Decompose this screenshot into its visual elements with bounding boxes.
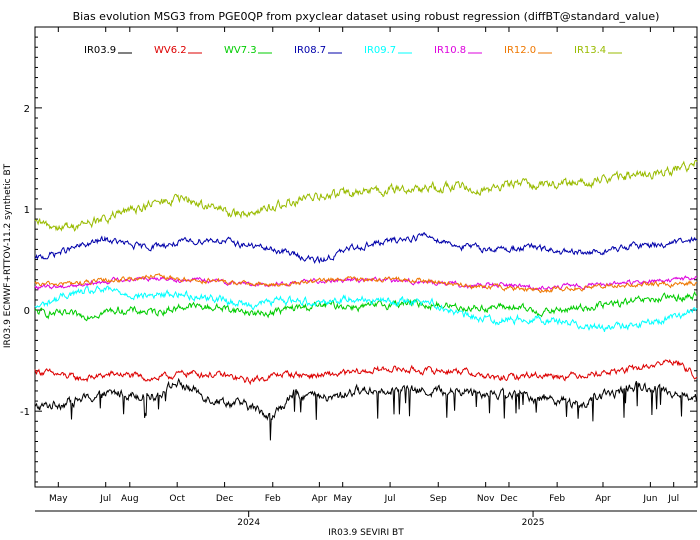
legend-label: IR08.7 [294,45,326,56]
series-line-ir13-4 [34,159,698,232]
legend-label: WV7.3 [224,45,257,56]
x-month-label: Feb [265,494,281,504]
x-axis: May Jul Aug Oct Dec Feb Apr May Jul Sep Nov Dec Feb A… [35,27,697,528]
x-month-label: Oct [169,494,185,504]
legend-label: IR13.4 [574,45,606,56]
y-tick-label: 2 [24,104,30,115]
x-month-label: Dec [216,494,233,504]
x-axis-label: IR03.9 SEVIRI BT [328,528,404,538]
x-year-label: 2025 [522,518,545,528]
series-line-wv7-3 [34,290,697,322]
x-month-label: Apr [312,494,328,504]
y-tick-label: -1 [20,407,30,418]
y-tick-label: 1 [24,205,30,216]
x-month-label: Jul [384,494,396,504]
legend: IR03.9 WV6.2 WV7.3 IR08.7 IR09.7 IR10.8 IR12.0… [84,45,622,56]
x-year-label: 2024 [237,518,260,528]
legend-label: IR12.0 [504,45,536,56]
series-line-ir03-9 [34,377,698,441]
x-month-label: Dec [500,494,517,504]
y-axis: -1 0 1 2 [20,26,697,483]
legend-label: IR10.8 [434,45,466,56]
x-month-label: Apr [595,494,611,504]
series-line-ir12-0 [34,273,698,294]
x-month-label: Jul [99,494,111,504]
series-layer [34,159,698,441]
legend-label: WV6.2 [154,45,187,56]
x-month-label: Jun [642,494,657,504]
y-axis-label: IR03.9 ECMWF+RTTOV-11.2 synthetic BT [3,163,13,348]
y-tick-label: 0 [24,306,30,317]
x-month-label: Sep [430,494,447,504]
series-line-wv6-2 [34,359,698,386]
x-month-label: Aug [121,494,139,504]
x-month-label: May [49,494,68,504]
x-month-label: May [333,494,352,504]
x-month-label: Feb [549,494,565,504]
series-line-ir10-8 [34,275,698,291]
legend-label: IR09.7 [364,45,396,56]
legend-label: IR03.9 [84,45,116,56]
plot-frame [34,26,698,488]
x-month-label: Jul [667,494,679,504]
series-line-ir08-7 [34,232,698,265]
x-month-label: Nov [477,494,495,504]
chart-title: Bias evolution MSG3 from PGE0QP from pxy… [73,10,660,23]
series-line-ir09-7 [34,285,698,332]
